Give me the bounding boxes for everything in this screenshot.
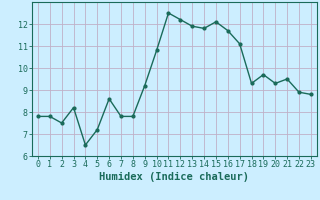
X-axis label: Humidex (Indice chaleur): Humidex (Indice chaleur) <box>100 172 249 182</box>
